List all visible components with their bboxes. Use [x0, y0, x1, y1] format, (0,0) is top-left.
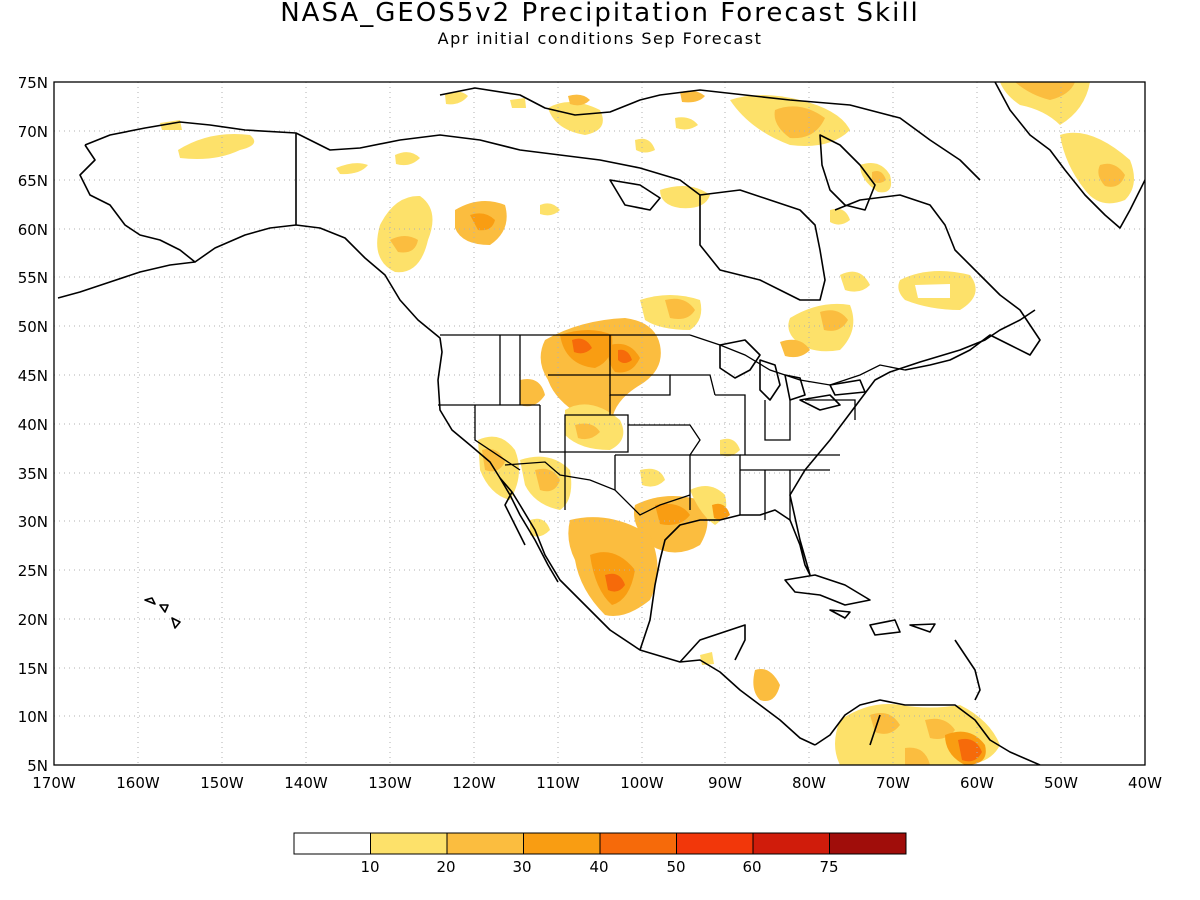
lat-label: 55N — [18, 269, 48, 287]
colorbar-labels: 10 20 30 40 50 60 75 — [360, 858, 838, 876]
lat-label: 60N — [18, 221, 48, 239]
colorbar-label: 75 — [819, 858, 838, 876]
lon-label: 160W — [116, 774, 160, 792]
map-title: NASA_GEOS5v2 Precipitation Forecast Skil… — [280, 0, 920, 28]
political-borders — [438, 334, 906, 520]
latitude-labels: 75N 70N 65N 60N 55N 50N 45N 40N 35N 30N … — [18, 74, 48, 775]
lon-label: 80W — [792, 774, 826, 792]
colorbar-swatch — [293, 832, 371, 855]
colorbar-label: 20 — [436, 858, 455, 876]
lat-label: 35N — [18, 465, 48, 483]
colorbar-label: 50 — [666, 858, 685, 876]
skill-shading — [160, 82, 1134, 765]
lon-label: 120W — [452, 774, 496, 792]
lon-label: 130W — [368, 774, 412, 792]
lon-label: 170W — [32, 774, 76, 792]
lon-label: 140W — [284, 774, 328, 792]
lat-label: 65N — [18, 172, 48, 190]
lat-label: 40N — [18, 416, 48, 434]
lat-label: 20N — [18, 611, 48, 629]
lat-label: 50N — [18, 318, 48, 336]
lat-label: 15N — [18, 660, 48, 678]
colorbar-label: 30 — [512, 858, 531, 876]
colorbar-swatch — [752, 832, 830, 855]
map-frame — [53, 81, 1146, 766]
lon-label: 100W — [620, 774, 664, 792]
colorbar-swatch — [446, 832, 524, 855]
map-subtitle: Apr initial conditions Sep Forecast — [437, 29, 763, 48]
lon-label: 150W — [200, 774, 244, 792]
lat-label: 30N — [18, 513, 48, 531]
colorbar-label: 10 — [360, 858, 379, 876]
lat-label: 5N — [27, 757, 48, 775]
colorbar — [293, 832, 907, 855]
colorbar-label: 40 — [589, 858, 608, 876]
lat-label: 10N — [18, 708, 48, 726]
colorbar-swatch — [370, 832, 448, 855]
lon-label: 50W — [1044, 774, 1078, 792]
colorbar-swatch — [599, 832, 677, 855]
colorbar-swatch — [523, 832, 601, 855]
lat-label: 25N — [18, 562, 48, 580]
lon-label: 110W — [536, 774, 580, 792]
coastlines — [57, 82, 1145, 765]
colorbar-label: 60 — [742, 858, 761, 876]
lat-label: 70N — [18, 123, 48, 141]
lat-label: 45N — [18, 367, 48, 385]
lon-label: 70W — [876, 774, 910, 792]
lon-label: 90W — [708, 774, 742, 792]
lon-label: 60W — [960, 774, 994, 792]
lon-label: 40W — [1128, 774, 1162, 792]
colorbar-swatch — [676, 832, 754, 855]
graticule — [54, 82, 1145, 765]
lat-label: 75N — [18, 74, 48, 92]
longitude-labels: 170W 160W 150W 140W 130W 120W 110W 100W … — [32, 774, 1162, 792]
colorbar-swatch — [829, 832, 907, 855]
